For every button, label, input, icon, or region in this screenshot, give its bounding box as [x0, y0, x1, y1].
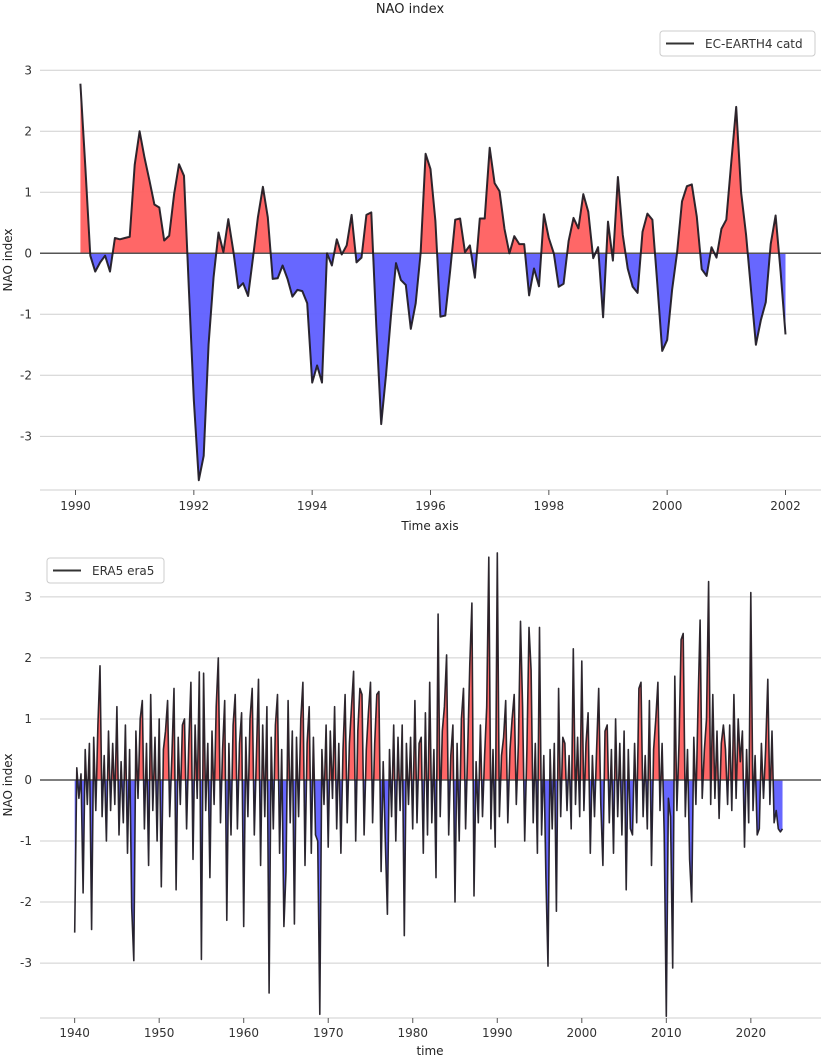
positive-fill-area [74, 552, 783, 780]
x-tick-label: 1998 [534, 499, 565, 513]
x-tick-label: 2000 [652, 499, 683, 513]
series-line [79, 83, 787, 482]
y-tick-label: -3 [20, 429, 32, 443]
x-tick-label: 1990 [482, 1026, 513, 1040]
positive-fill-area [80, 83, 786, 254]
x-tick-label: 1950 [144, 1026, 175, 1040]
y-tick-label: 0 [24, 246, 32, 260]
y-tick-label: 3 [24, 590, 32, 604]
y-tick-label: -2 [20, 368, 32, 382]
y-tick-label: 1 [24, 185, 32, 199]
y-tick-label: -1 [20, 834, 32, 848]
y-axis-label: NAO index [1, 753, 15, 816]
x-tick-label: 1996 [415, 499, 446, 513]
legend-label: EC-EARTH4 catd [705, 37, 803, 51]
x-tick-label: 1960 [228, 1026, 259, 1040]
y-tick-label: 1 [24, 712, 32, 726]
x-tick-label: 1940 [59, 1026, 90, 1040]
y-tick-label: 2 [24, 651, 32, 665]
legend: EC-EARTH4 catd [659, 30, 816, 57]
x-tick-label: 2002 [770, 499, 801, 513]
negative-fill-area [90, 253, 786, 481]
legend-box [46, 557, 165, 584]
series-line [73, 552, 784, 1017]
x-axis-label: time [416, 1044, 443, 1058]
legend-box [659, 30, 816, 57]
x-tick-label: 1990 [60, 499, 91, 513]
plot-area: -3 -2 -1 0 1 2 3 1940 1950 1960 1970 1980 1990 2000 20… [20, 552, 821, 1040]
era5-chart: -3 -2 -1 0 1 2 3 1940 1950 1960 1970 1980 1990 2000 20… [1, 552, 821, 1058]
figure-title: NAO index [376, 2, 445, 17]
y-tick-label: -3 [20, 956, 32, 970]
x-tick-label: 2010 [651, 1026, 682, 1040]
legend: ERA5 era5 [46, 557, 165, 584]
y-tick-label: -2 [20, 895, 32, 909]
x-tick-label: 1980 [397, 1026, 428, 1040]
y-tick-label: 2 [24, 124, 32, 138]
x-axis-label: Time axis [400, 519, 458, 533]
y-axis-label: NAO index [1, 228, 15, 291]
y-tick-label: -1 [20, 307, 32, 321]
x-tick-label: 1992 [179, 499, 210, 513]
x-tick-label: 2020 [736, 1026, 767, 1040]
x-tick-label: 2000 [567, 1026, 598, 1040]
x-tick-label: 1994 [297, 499, 328, 513]
plot-area: -3 -2 -1 0 1 2 3 1990 1992 1994 1996 1998 2000 2002 [20, 63, 821, 513]
legend-label: ERA5 era5 [92, 564, 154, 578]
x-tick-label: 1970 [313, 1026, 344, 1040]
y-tick-label: 0 [24, 773, 32, 787]
y-tick-label: 3 [24, 63, 32, 77]
ec-earth4-chart: -3 -2 -1 0 1 2 3 1990 1992 1994 1996 1998 2000 2002 T… [1, 30, 821, 533]
